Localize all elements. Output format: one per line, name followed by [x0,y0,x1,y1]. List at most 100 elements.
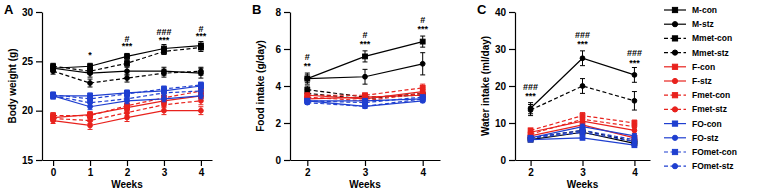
point [162,71,167,76]
tick: 10 [495,118,515,129]
error-bar [51,92,56,98]
annotation: ** [304,61,312,71]
legend-marker [672,78,677,83]
series-line [53,111,201,126]
tick-mark [284,49,290,50]
point [420,85,425,90]
y-axis: 15202530 [22,7,43,166]
error-bar [198,88,203,94]
tick: 0 [500,155,515,166]
tick: 20 [495,81,515,92]
point [305,76,310,81]
error-bar [305,73,310,84]
tick-label: 0 [275,155,281,166]
tick-label: 4 [420,167,426,178]
legend-marker [672,64,677,69]
legend-marker [672,107,677,112]
legend: M-conM-stzMmet-conMmet-stzF-conF-stzFmet… [664,5,737,171]
error-bar [161,49,166,55]
legend-marker [672,121,677,126]
error-bar [161,96,166,102]
error-bar [420,53,425,75]
series [305,97,425,109]
y-axis-title: Food intake (g/day) [255,40,266,132]
point [125,76,130,81]
error-bar [632,68,637,83]
tick-mark [284,12,290,13]
legend-marker [672,22,677,27]
legend-item: Fmet-stz [664,104,727,114]
tick-mark [509,123,515,124]
tick-label: 30 [495,44,507,55]
tick: 40 [495,7,515,18]
legend-item: FOmet-stz [664,161,734,171]
legend-marker [672,135,677,140]
point [199,84,204,89]
legend-item: Fmet-con [664,90,730,100]
x-axis: 234 [516,160,651,178]
point [125,110,130,115]
tick-mark [201,160,202,166]
panel: 234010203040CWeeksWater intake (ml/day)#… [477,2,651,190]
point [125,96,130,101]
tick: 4 [420,160,426,178]
error-bar [161,90,166,96]
error-bar [363,105,368,109]
tick: 2 [305,160,311,178]
point [51,92,56,97]
point [528,135,533,140]
point [199,45,204,50]
point [51,115,56,120]
point [632,139,637,144]
x-axis-title: Weeks [349,179,381,190]
tick-label: 0 [500,155,506,166]
legend-item: F-con [664,62,715,72]
error-bar [198,107,203,115]
error-bar [161,69,166,77]
legend-label: Fmet-stz [692,104,727,114]
error-bar [198,67,203,75]
series [51,88,204,119]
tick: 8 [275,7,290,18]
x-axis: 234 [291,160,441,178]
error-bar [125,90,130,96]
error-bar [420,36,425,47]
error-bar [580,79,585,94]
error-bar [198,42,203,50]
error-bar [363,51,368,62]
legend-label: FO-con [692,119,722,129]
error-bar [305,75,310,82]
error-bar [528,137,533,141]
point [632,98,637,103]
point [162,96,167,101]
series [305,98,425,108]
point [528,135,533,140]
annotation: *** [122,41,133,51]
tick-label: 25 [22,56,34,67]
error-bar [528,105,533,116]
axis-line [290,13,291,161]
error-bar [632,92,637,111]
tick: 0 [51,160,57,178]
point [88,81,93,86]
point [528,136,533,141]
point [125,69,130,74]
point [420,39,425,44]
error-bar [125,67,130,75]
error-bar [51,115,56,121]
error-bar [125,53,130,59]
tick: 2 [528,160,534,178]
point [88,112,93,117]
panel: 0123415202530AWeeksBody weight (g)*#***#… [4,2,213,190]
tick-mark [53,160,54,166]
tick-mark [509,86,515,87]
tick-mark [164,160,165,166]
point [125,54,130,59]
annotation: *** [577,39,588,49]
point [199,98,204,103]
point [125,61,130,66]
legend-item: FO-stz [664,133,718,143]
error-bar [125,74,130,82]
tick: 15 [22,155,42,166]
series [528,124,637,140]
